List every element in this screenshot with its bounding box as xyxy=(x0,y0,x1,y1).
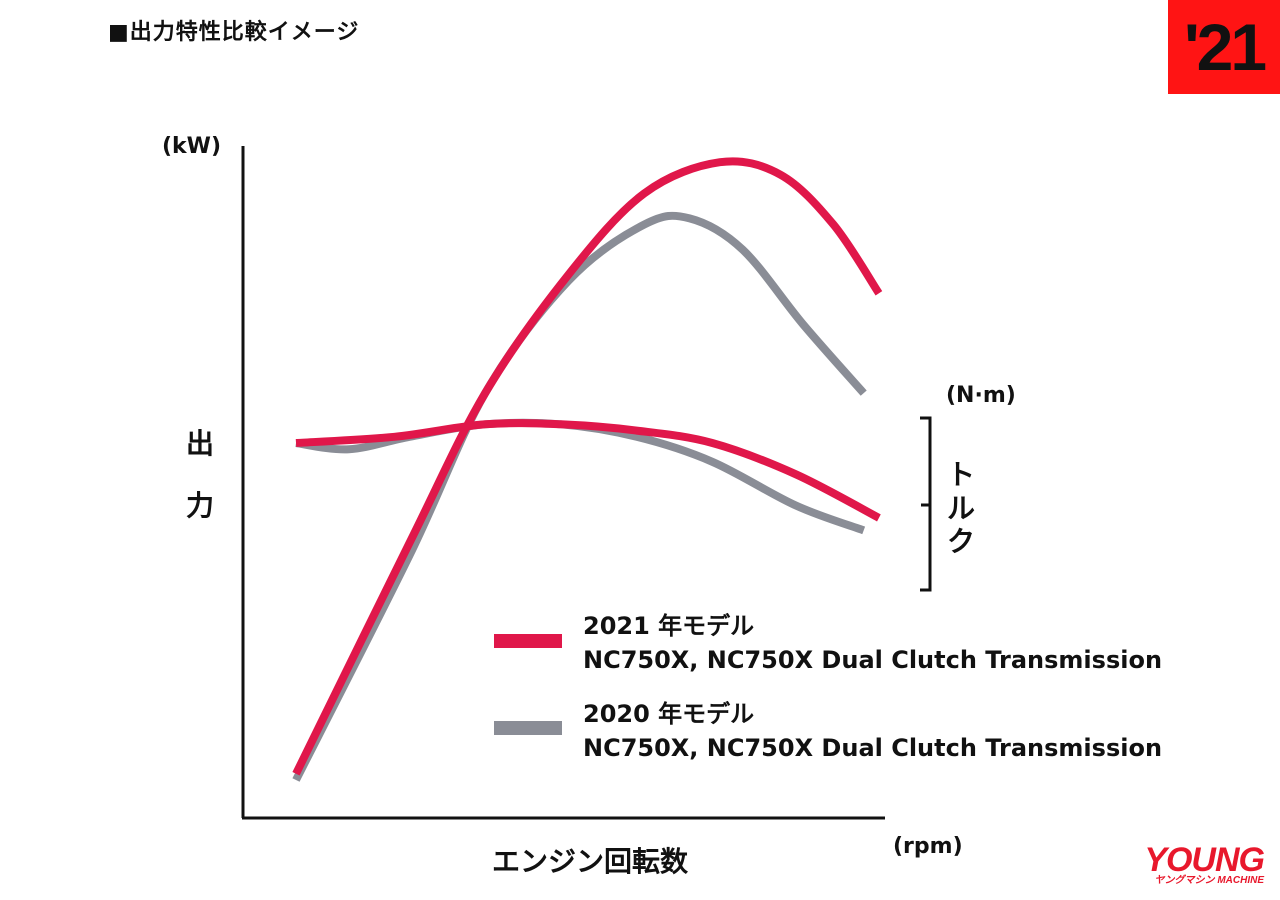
x-axis-label: エンジン回転数 xyxy=(492,845,689,878)
year-badge: '21 xyxy=(1168,0,1280,94)
y-right-label-char-1: ト xyxy=(947,458,976,491)
y-right-unit: (N·m) xyxy=(946,383,1016,408)
logo-sub-text: ヤングマシン MACHINE xyxy=(1154,875,1264,886)
torque-curve-2021 xyxy=(295,419,881,522)
legend-item-2021: 2021 年モデル NC750X, NC750X Dual Clutch Tra… xyxy=(583,609,1162,677)
year-badge-text: '21 xyxy=(1183,10,1267,84)
series-layer xyxy=(292,157,883,782)
legend-swatch-2020 xyxy=(494,721,562,735)
legend-label-2021: 2021 年モデル xyxy=(583,612,755,640)
torque-bracket xyxy=(920,416,932,592)
legend-item-2020: 2020 年モデル NC750X, NC750X Dual Clutch Tra… xyxy=(583,697,1162,765)
output-curve-2020 xyxy=(292,211,867,782)
legend-swatch-2021 xyxy=(494,634,562,648)
y-left-label-char-2: 力 xyxy=(186,489,215,522)
young-machine-logo: YOUNG ヤングマシン MACHINE xyxy=(1144,841,1265,886)
y-right-label-char-2: ル xyxy=(947,492,976,525)
logo-main-text: YOUNG xyxy=(1144,841,1265,879)
legend-label-2020: 2020 年モデル xyxy=(583,700,755,728)
y-right-label-char-3: ク xyxy=(947,525,976,558)
output-curve-2021 xyxy=(292,157,883,776)
y-left-unit: (kW) xyxy=(162,134,222,159)
x-unit: (rpm) xyxy=(893,834,963,859)
legend-desc-2021: NC750X, NC750X Dual Clutch Transmission xyxy=(583,646,1163,674)
legend-desc-2020: NC750X, NC750X Dual Clutch Transmission xyxy=(583,734,1163,762)
y-left-label-char-1: 出 xyxy=(186,427,215,460)
page-title: ■出力特性比較イメージ xyxy=(108,20,360,45)
